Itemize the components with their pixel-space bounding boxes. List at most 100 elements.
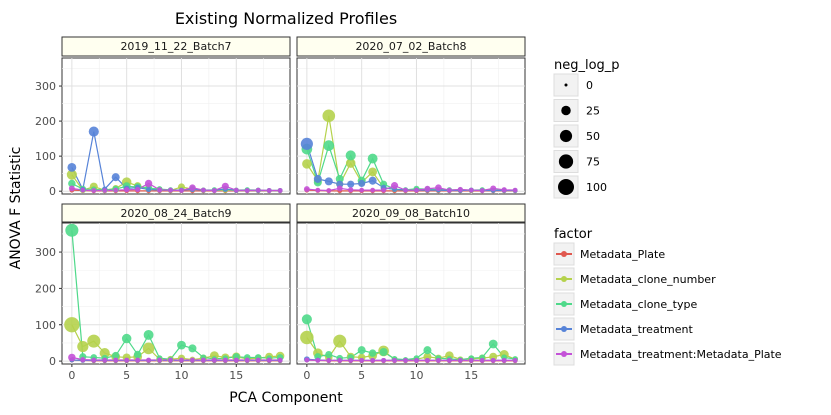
chart-title: Existing Normalized Profiles — [175, 9, 397, 28]
data-point — [64, 317, 80, 333]
data-point — [424, 185, 431, 192]
data-point — [145, 186, 152, 193]
data-point — [368, 349, 377, 357]
color-legend-label: Metadata_treatment — [580, 323, 693, 336]
data-point — [156, 187, 163, 193]
data-point — [403, 187, 408, 193]
data-point — [303, 186, 310, 193]
data-point — [348, 187, 354, 193]
facet-panel: 2020_08_24_Batch9 0 100 200 300 0 5 10 15 — [35, 203, 291, 382]
y-tick-label: 100 — [35, 150, 56, 163]
data-point — [490, 357, 496, 363]
data-point — [468, 187, 474, 193]
data-point — [370, 357, 376, 363]
data-point — [359, 187, 365, 193]
y-tick-label: 200 — [35, 115, 56, 128]
data-point — [177, 340, 186, 350]
data-point — [501, 357, 507, 363]
y-tick-label: 300 — [35, 246, 56, 259]
data-point — [336, 180, 344, 188]
data-point — [222, 357, 228, 363]
data-point — [66, 169, 77, 180]
data-point — [200, 357, 206, 363]
data-point — [80, 187, 86, 193]
data-point — [333, 334, 347, 348]
data-point — [179, 357, 184, 363]
panel-background — [61, 57, 291, 195]
data-point — [244, 357, 250, 363]
facet-strip — [296, 36, 526, 57]
x-tick-label: 0 — [68, 369, 75, 382]
facet-strip — [61, 203, 291, 223]
data-point — [490, 185, 497, 192]
data-point — [168, 357, 173, 363]
data-point — [457, 357, 463, 363]
data-point — [423, 352, 432, 361]
data-point — [111, 351, 120, 360]
data-point — [512, 357, 518, 363]
color-legend: factor Metadata_Plate Metadata_clone_numb… — [553, 227, 782, 366]
data-point — [300, 330, 314, 345]
y-axis-label: ANOVA F Statistic — [8, 147, 24, 270]
data-point — [325, 350, 333, 359]
data-point — [124, 357, 130, 363]
data-point — [233, 357, 239, 363]
size-legend-dot — [561, 105, 571, 116]
data-point — [168, 187, 173, 193]
data-point — [446, 357, 452, 363]
data-point — [133, 350, 142, 359]
color-legend-label: Metadata_Plate — [580, 248, 665, 261]
data-point — [102, 357, 108, 363]
data-point — [200, 187, 206, 193]
data-point — [300, 137, 313, 150]
data-point — [143, 329, 154, 340]
data-point — [468, 357, 474, 363]
data-point — [457, 186, 463, 193]
color-legend-dot — [561, 251, 567, 257]
data-point — [121, 333, 132, 344]
data-point — [381, 187, 387, 193]
color-legend-dot — [561, 301, 567, 307]
x-tick-label: 0 — [303, 369, 310, 382]
data-point — [414, 187, 419, 193]
facet-strip — [61, 36, 291, 57]
data-point — [266, 357, 272, 363]
data-point — [221, 182, 229, 190]
data-point — [345, 150, 356, 161]
data-point — [488, 339, 498, 349]
color-legend-dot — [561, 326, 567, 332]
size-legend-label: 0 — [586, 79, 593, 92]
data-point — [347, 180, 355, 188]
facet-panel: 2020_09_08_Batch10 0 5 10 15 — [296, 203, 526, 382]
color-legend-label: Metadata_clone_number — [580, 273, 716, 286]
data-point — [336, 185, 343, 192]
data-point — [80, 357, 86, 363]
data-point — [244, 188, 250, 193]
data-point — [435, 184, 442, 192]
data-point — [113, 187, 119, 193]
data-point — [233, 187, 239, 193]
data-point — [99, 348, 110, 359]
facet-strip-label: 2020_09_08_Batch10 — [352, 207, 470, 220]
facet-panel: 2020_07_02_Batch8 — [296, 36, 526, 195]
data-point — [211, 188, 217, 193]
data-point — [277, 188, 283, 193]
data-point — [255, 357, 261, 363]
data-point — [414, 357, 419, 363]
data-point — [179, 188, 184, 193]
data-point — [326, 357, 332, 363]
data-point — [266, 188, 272, 193]
data-point — [392, 357, 397, 363]
panel-background — [296, 57, 526, 195]
size-legend-dot — [558, 179, 574, 195]
data-point — [190, 357, 195, 363]
data-point — [91, 188, 97, 193]
data-point — [88, 126, 99, 137]
x-tick-label: 5 — [358, 369, 365, 382]
y-tick-label: 100 — [35, 319, 56, 332]
size-legend-dot — [564, 83, 568, 87]
data-point — [68, 179, 76, 188]
data-point — [211, 357, 217, 363]
x-axis-label: PCA Component — [229, 390, 343, 406]
